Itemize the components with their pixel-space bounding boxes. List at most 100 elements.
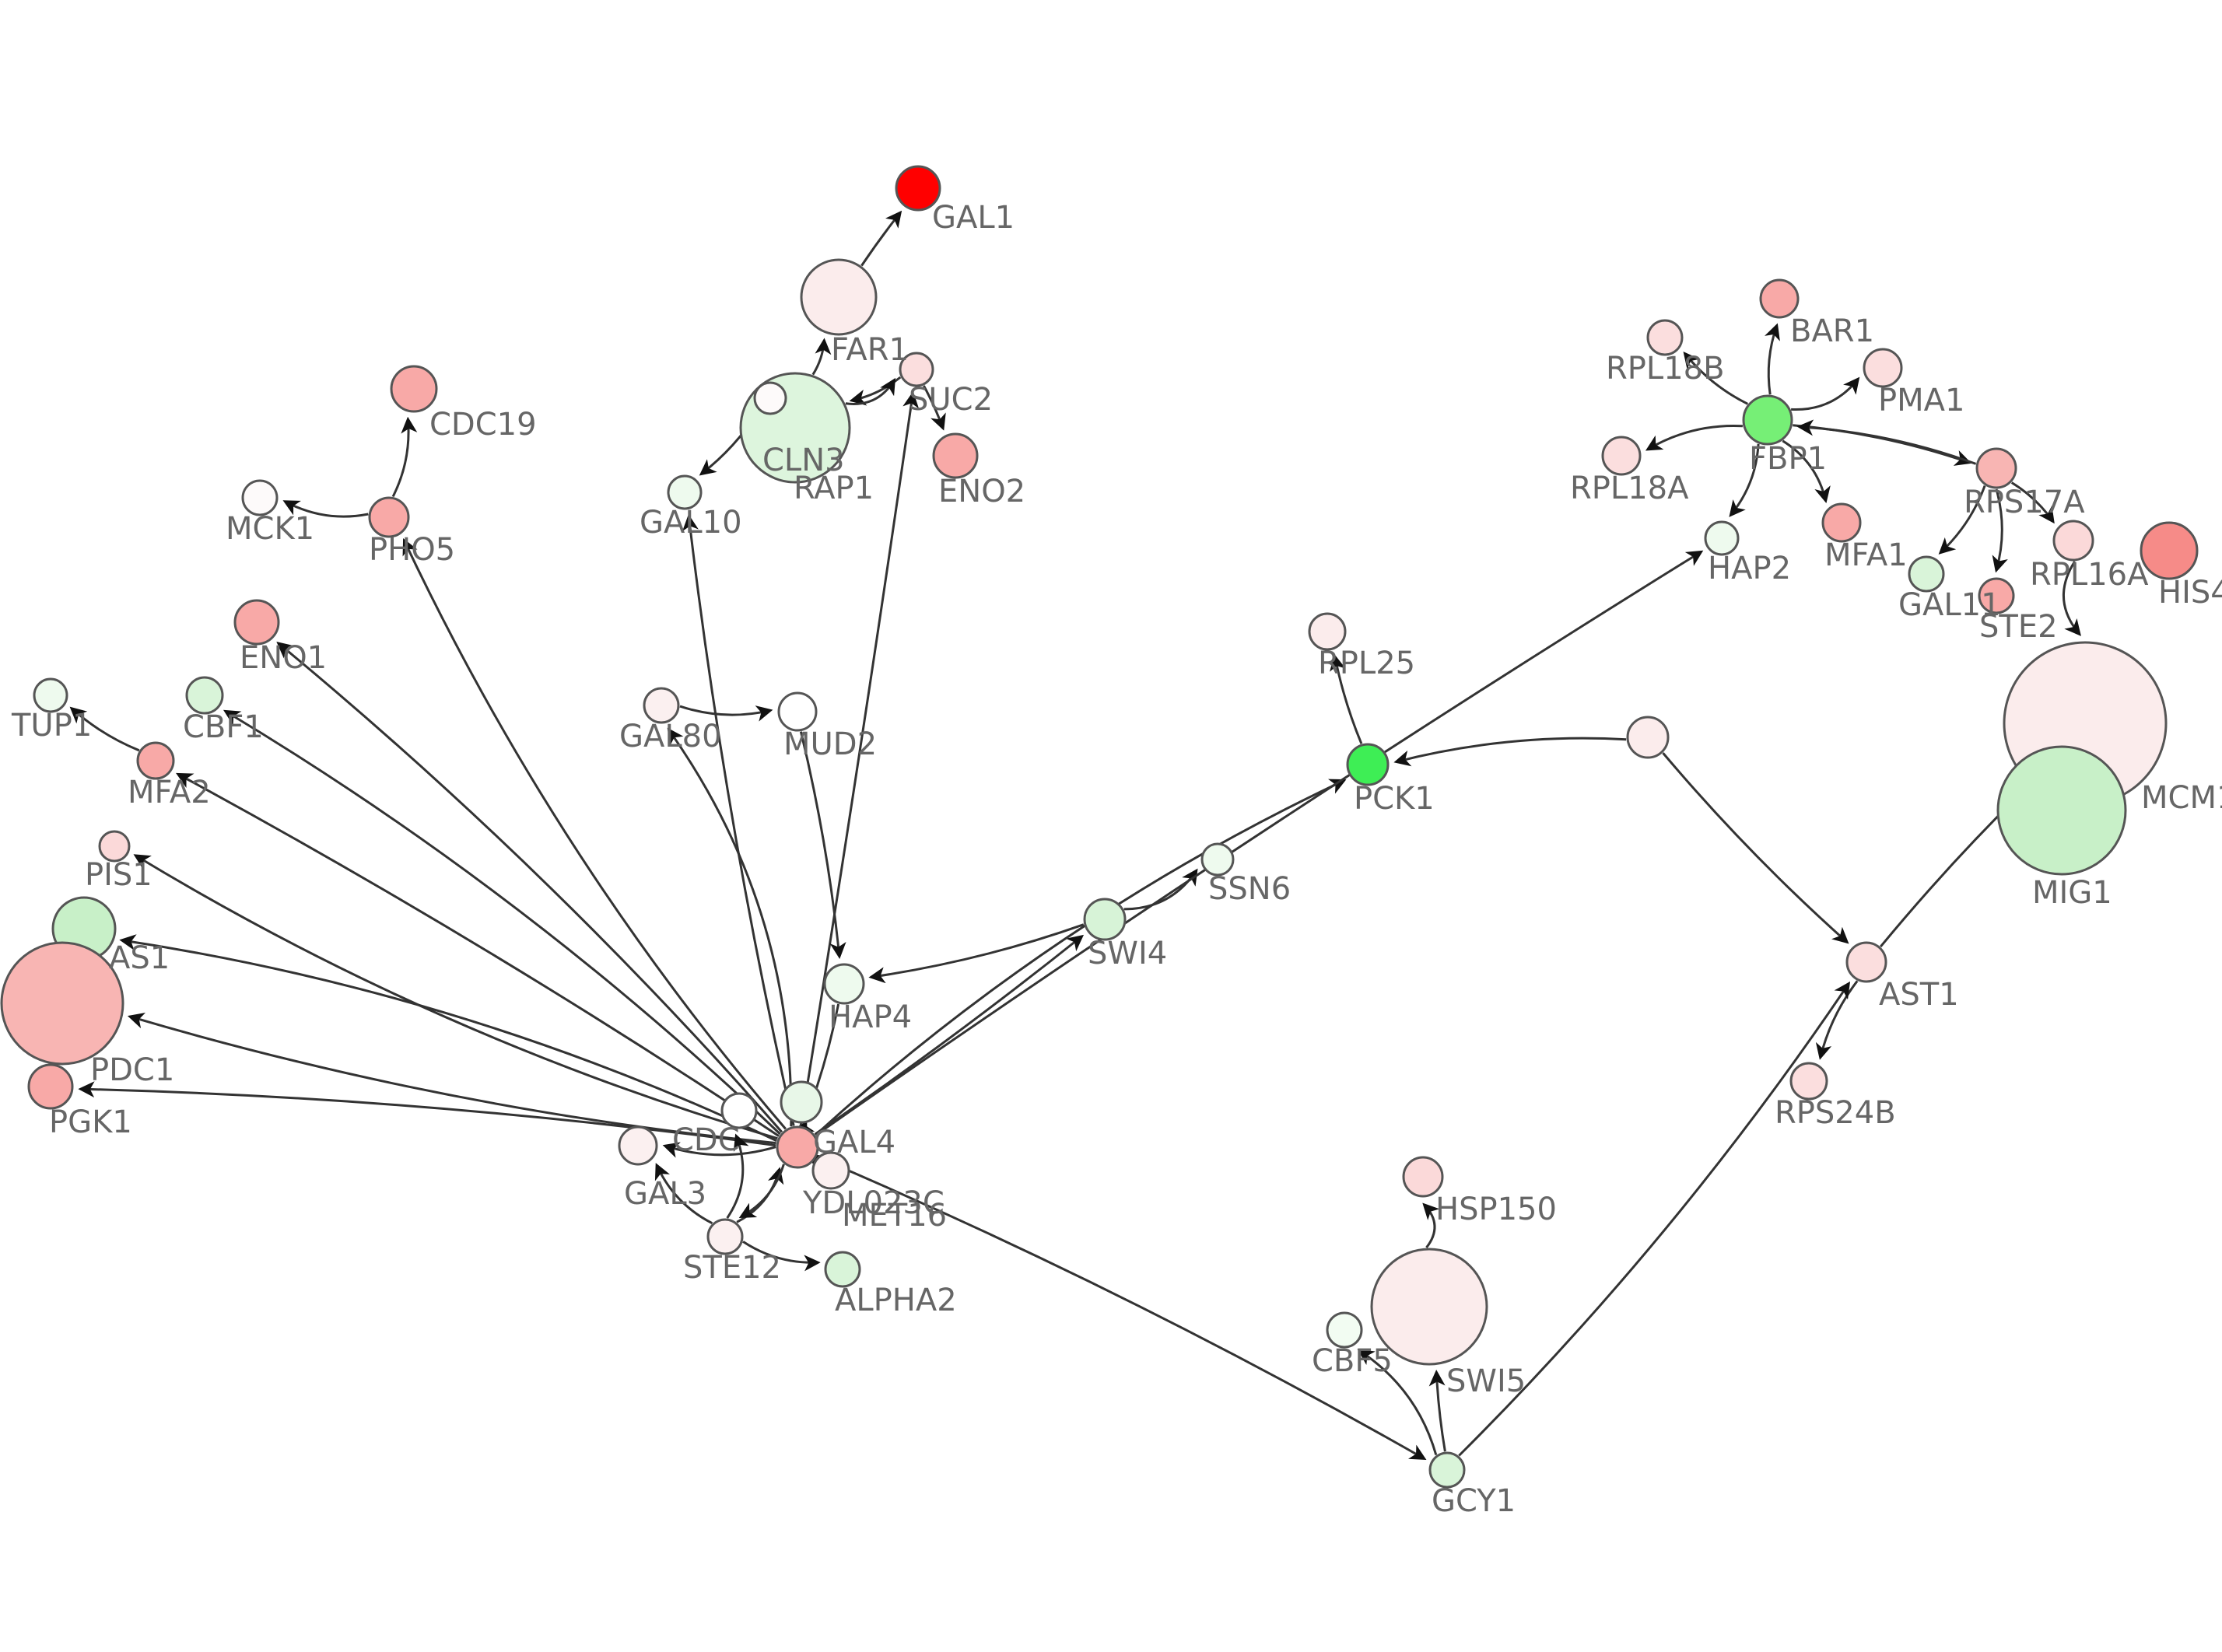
node-ssn6[interactable] [1200, 842, 1235, 877]
edge-suc2-to-eno2 [923, 385, 946, 431]
node-cbf1[interactable] [185, 676, 224, 715]
edge-gal4-to-pis1 [133, 854, 778, 1140]
node-rpl18a[interactable] [1601, 436, 1642, 476]
node-mig1[interactable] [1996, 745, 2127, 876]
node-label-pdc1: PDC1 [90, 1052, 174, 1088]
edge-unk1-to-ast1 [1662, 752, 1849, 944]
node-gal1[interactable] [895, 165, 941, 212]
edge-gal4-to-gal10 [682, 514, 795, 1126]
node-pdc1[interactable] [0, 941, 124, 1066]
node-label-mck1: MCK1 [226, 511, 314, 547]
node-far1[interactable] [800, 258, 878, 336]
node-ste12[interactable] [706, 1218, 744, 1255]
node-cdc[interactable] [720, 1092, 758, 1129]
node-cbf5[interactable] [1326, 1311, 1363, 1349]
node-ast1[interactable] [1845, 941, 1887, 983]
node-label-mfa2: MFA2 [128, 775, 211, 810]
node-alpha2[interactable] [824, 1251, 861, 1288]
node-mck1[interactable] [241, 479, 279, 516]
node-pgk1[interactable] [27, 1063, 74, 1110]
edge-mud2-to-hap4 [799, 731, 846, 959]
node-bar1[interactable] [1759, 278, 1800, 319]
edge-rps17a-to-rpl16a [2010, 481, 2055, 524]
node-label-gas1: AS1 [109, 940, 170, 976]
node-eno1[interactable] [233, 599, 280, 646]
edge-rps17a-to-fbp1 [1796, 419, 1977, 465]
edge-fbp1-to-bar1 [1765, 323, 1780, 395]
node-pck1[interactable] [1346, 743, 1390, 786]
node-tup1[interactable] [33, 677, 68, 713]
node-label-fbp1: FBP1 [1749, 441, 1827, 477]
node-ydl023c[interactable] [811, 1151, 850, 1190]
node-fbp1[interactable] [1742, 394, 1793, 446]
node-hap2[interactable] [1704, 520, 1740, 556]
node-rps17a[interactable] [1975, 447, 2017, 489]
node-rps24b[interactable] [1789, 1062, 1828, 1101]
node-label-alpha2: ALPHA2 [835, 1283, 957, 1318]
node-unk1[interactable] [1626, 716, 1670, 759]
edge-gal4-to-pho5 [402, 538, 787, 1130]
node-hap4[interactable] [823, 963, 865, 1005]
node-label-pho5: PHO5 [369, 532, 455, 568]
edge-gcy1-to-swi5 [1428, 1370, 1446, 1452]
node-his4[interactable] [2140, 521, 2199, 580]
node-met16[interactable] [780, 1080, 823, 1124]
node-label-gal1: GAL1 [932, 200, 1015, 236]
edge-gal4-to-ste12 [738, 1164, 785, 1218]
node-label-gal11: GAL11 [1898, 587, 2001, 623]
node-label-rpl18b: RPL18B [1606, 351, 1725, 387]
edge-fbp1-to-rpl18a [1645, 425, 1743, 451]
node-label-eno1: ENO1 [240, 640, 327, 676]
node-pho5[interactable] [368, 496, 410, 538]
node-rpl25[interactable] [1308, 612, 1347, 651]
node-label-hap4: HAP4 [829, 999, 912, 1035]
edge-fbp1-to-mfa1 [1782, 439, 1831, 504]
node-gal80[interactable] [643, 687, 680, 724]
node-mfa2[interactable] [136, 741, 175, 780]
node-rpl16a[interactable] [2052, 520, 2094, 562]
node-swi4[interactable] [1083, 898, 1127, 941]
node-mud2[interactable] [777, 691, 818, 732]
node-label-rpl16a: RPL16A [2030, 557, 2149, 593]
node-cdc19[interactable] [390, 365, 438, 413]
node-label-ast1: AST1 [1879, 977, 1959, 1013]
node-label-rpl25: RPL25 [1318, 646, 1415, 681]
node-gal11[interactable] [1908, 555, 1945, 593]
node-gal4[interactable] [776, 1125, 819, 1169]
edge-ste12-to-alpha2 [742, 1241, 821, 1272]
node-mfa1[interactable] [1821, 502, 1862, 543]
node-label-far1: FAR1 [831, 332, 909, 368]
edge-gal4-to-mfa2 [176, 772, 780, 1137]
node-eno2[interactable] [932, 432, 979, 479]
node-label-pma1: PMA1 [1878, 383, 1964, 418]
node-hsp150[interactable] [1402, 1156, 1444, 1198]
edge-suc2-to-cln3 [849, 376, 902, 406]
node-pma1[interactable] [1863, 348, 1903, 388]
node-rap1[interactable] [753, 381, 787, 415]
node-label-rap1: RAP1 [794, 471, 874, 506]
node-label-pck1: PCK1 [1354, 781, 1435, 817]
node-label-gal80: GAL80 [619, 719, 722, 754]
edge-swi5-to-hsp150 [1422, 1202, 1440, 1249]
node-label-ste12: STE12 [683, 1250, 781, 1286]
node-layer [0, 165, 2199, 1489]
node-label-swi4: SWI4 [1088, 936, 1167, 971]
edge-cln3-to-far1 [811, 338, 832, 376]
node-label-cbf5: CBF5 [1312, 1343, 1393, 1379]
edge-gal80-to-mud2 [679, 705, 773, 722]
node-gal3[interactable] [618, 1125, 658, 1166]
node-pis1[interactable] [98, 830, 131, 863]
node-label-suc2: SUC2 [909, 382, 993, 418]
node-label-hap2: HAP2 [1708, 551, 1791, 586]
node-suc2[interactable] [899, 352, 934, 387]
node-rpl18b[interactable] [1646, 319, 1684, 356]
node-swi5[interactable] [1370, 1248, 1488, 1366]
node-ste2[interactable] [1978, 577, 2015, 614]
edge-ste12-to-gal3 [654, 1163, 713, 1225]
edge-gal4-to-hap2 [815, 550, 1704, 1136]
node-gal10[interactable] [667, 474, 703, 510]
edge-pho5-to-mck1 [282, 500, 369, 518]
node-gcy1[interactable] [1428, 1451, 1466, 1489]
